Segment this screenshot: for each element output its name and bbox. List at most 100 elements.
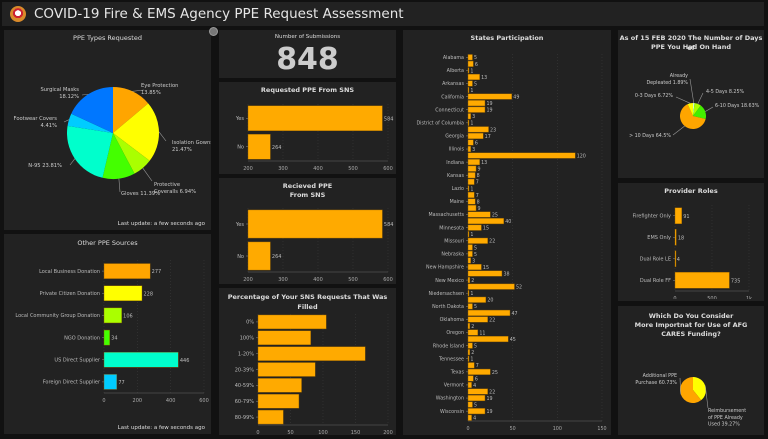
pie-slice[interactable] xyxy=(693,103,695,116)
pie-slice[interactable] xyxy=(67,125,113,178)
bar[interactable] xyxy=(467,100,486,107)
bar[interactable] xyxy=(467,211,491,218)
bar[interactable] xyxy=(467,172,476,179)
bar[interactable] xyxy=(247,241,271,271)
pie-slice[interactable] xyxy=(67,113,113,133)
received-sns-bar-chart[interactable]: 200 300 400 500 600 Yes 584 No 264 xyxy=(219,200,396,284)
bar[interactable] xyxy=(467,368,491,375)
bar[interactable] xyxy=(467,329,479,336)
pie-slice[interactable] xyxy=(680,104,706,129)
bar[interactable] xyxy=(467,395,486,402)
bar[interactable] xyxy=(467,165,477,172)
bar[interactable] xyxy=(467,87,470,94)
bar[interactable] xyxy=(467,73,480,80)
bar[interactable] xyxy=(467,349,470,356)
requested-sns-panel[interactable]: Requested PPE From SNS 200 300 400 500 600 Ye… xyxy=(219,82,396,174)
bar[interactable] xyxy=(103,352,179,368)
pie-slice[interactable] xyxy=(680,377,702,403)
bar[interactable] xyxy=(674,207,682,225)
states-panel[interactable]: States Participation 0 50 100 150 Alabama 5 6 A… xyxy=(403,30,611,435)
bar[interactable] xyxy=(257,378,302,393)
bar[interactable] xyxy=(467,381,472,388)
bar[interactable] xyxy=(467,336,509,343)
submissions-panel[interactable]: Number of Submissions 848 xyxy=(219,30,396,78)
bar[interactable] xyxy=(103,307,122,324)
bar[interactable] xyxy=(467,257,471,264)
globe-icon[interactable] xyxy=(209,27,218,36)
bar[interactable] xyxy=(467,309,511,316)
pie-slice[interactable] xyxy=(71,87,113,133)
bar[interactable] xyxy=(467,198,476,205)
pie-slice[interactable] xyxy=(693,377,706,401)
bar[interactable] xyxy=(467,224,482,231)
bar[interactable] xyxy=(467,152,576,159)
pie-slice[interactable] xyxy=(113,87,149,133)
pct-filled-panel[interactable]: Percentage of Your SNS Requests That Was… xyxy=(219,288,396,435)
bar[interactable] xyxy=(467,146,471,153)
bar[interactable] xyxy=(247,105,383,131)
requested-sns-bar-chart[interactable]: 200 300 400 500 600 Yes 584 No 264 xyxy=(219,94,396,174)
afg-funding-panel[interactable]: Which Do You Consider More Importnat for… xyxy=(618,306,764,435)
bar[interactable] xyxy=(467,178,475,185)
provider-roles-panel[interactable]: Provider Roles 0 500 1k Firefighter Only 91 E… xyxy=(618,183,764,301)
bar[interactable] xyxy=(467,250,473,257)
bar[interactable] xyxy=(467,342,473,349)
bar[interactable] xyxy=(467,270,503,277)
bar[interactable] xyxy=(257,362,316,377)
bar[interactable] xyxy=(467,408,486,415)
pie-slice[interactable] xyxy=(687,103,693,116)
provider-roles-bar-chart[interactable]: 0 500 1k Firefighter Only 91 EMS Only 18 Dual R… xyxy=(618,195,764,299)
bar[interactable] xyxy=(467,126,489,133)
bar[interactable] xyxy=(103,374,118,390)
bar[interactable] xyxy=(467,218,504,225)
bar[interactable] xyxy=(467,139,474,146)
bar[interactable] xyxy=(467,159,480,166)
bar[interactable] xyxy=(467,106,486,113)
bar[interactable] xyxy=(257,394,300,409)
bar[interactable] xyxy=(467,303,473,310)
bar[interactable] xyxy=(257,409,284,425)
bar[interactable] xyxy=(257,314,327,330)
bar[interactable] xyxy=(674,228,677,246)
bar[interactable] xyxy=(467,113,471,120)
pie-slice[interactable] xyxy=(113,133,150,174)
bar[interactable] xyxy=(103,285,143,301)
bar[interactable] xyxy=(467,244,473,251)
other-sources-panel[interactable]: Other PPE Sources 0 200 400 600 Local Busine… xyxy=(4,234,211,434)
pie-slice[interactable] xyxy=(693,103,701,116)
pie-slice[interactable] xyxy=(113,103,160,161)
bar[interactable] xyxy=(103,263,151,279)
bar[interactable] xyxy=(674,271,730,289)
received-sns-panel[interactable]: Recieved PPE From SNS 200 300 400 500 600 Yes… xyxy=(219,178,396,284)
bar[interactable] xyxy=(467,132,484,139)
pie-slice[interactable] xyxy=(693,105,706,120)
bar[interactable] xyxy=(257,346,366,361)
bar[interactable] xyxy=(467,67,470,74)
bar[interactable] xyxy=(467,237,488,244)
other-sources-bar-chart[interactable]: 0 200 400 600 Local Business Donation 277 Priv… xyxy=(4,246,211,431)
bar[interactable] xyxy=(467,283,515,290)
bar[interactable] xyxy=(467,264,482,270)
bar[interactable] xyxy=(467,316,488,323)
bar[interactable] xyxy=(467,60,474,67)
bar[interactable] xyxy=(467,375,474,382)
bar[interactable] xyxy=(257,330,311,345)
bar[interactable] xyxy=(467,191,475,198)
bar[interactable] xyxy=(467,80,473,87)
bar[interactable] xyxy=(467,277,470,284)
bar[interactable] xyxy=(467,185,470,192)
bar[interactable] xyxy=(467,355,470,362)
days-on-hand-panel[interactable]: As of 15 FEB 2020 The Number of Days of … xyxy=(618,30,764,178)
bar[interactable] xyxy=(467,290,470,297)
bar[interactable] xyxy=(467,93,512,100)
bar[interactable] xyxy=(103,329,110,346)
pct-filled-bar-chart[interactable]: 0 50 100 150 200 0% 100% 1-20% 20-39% 40-59% 60-79… xyxy=(219,300,396,435)
bar[interactable] xyxy=(247,209,383,239)
bar[interactable] xyxy=(247,134,271,160)
bar[interactable] xyxy=(467,414,472,421)
bar[interactable] xyxy=(467,362,475,369)
